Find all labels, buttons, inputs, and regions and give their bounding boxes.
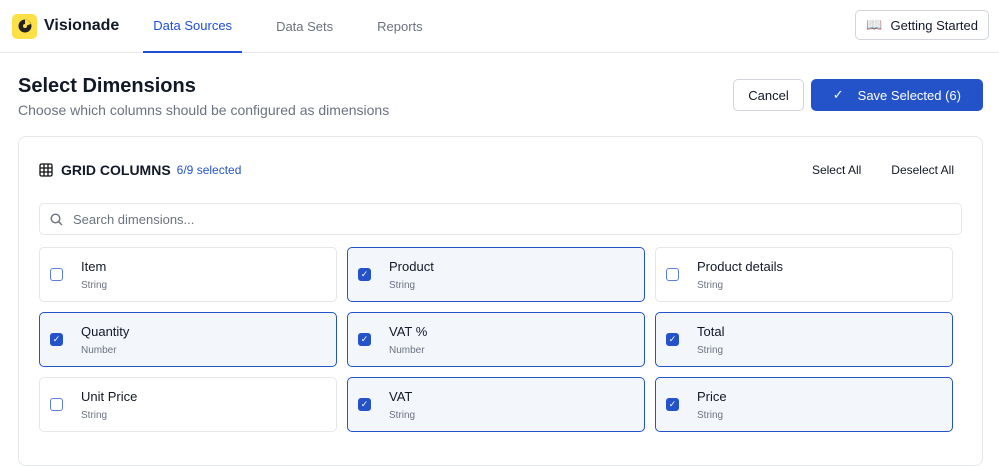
checkbox[interactable]: ✓ (358, 398, 371, 411)
panel-title: GRID COLUMNS (61, 162, 171, 178)
column-name: VAT % (389, 323, 428, 339)
search-input[interactable]: Search dimensions... (39, 203, 962, 235)
checkbox[interactable]: ✓ (50, 333, 63, 346)
column-name: Unit Price (81, 388, 138, 404)
select-all-button[interactable]: Select All (811, 163, 862, 177)
checkbox[interactable] (50, 398, 63, 411)
column-card[interactable]: ✓ Total String (655, 312, 953, 367)
column-type: String (697, 279, 724, 291)
search-placeholder: Search dimensions... (73, 211, 195, 227)
save-selected-button[interactable]: ✓ Save Selected (6) (810, 79, 983, 111)
selected-count: 6/9 selected (176, 163, 242, 177)
column-name: Item (81, 258, 107, 274)
column-card[interactable]: Product details String (655, 247, 953, 302)
column-name: Price (697, 388, 727, 404)
column-name: Total (697, 323, 725, 339)
tab-data-sets[interactable]: Data Sets (276, 18, 334, 34)
cancel-button[interactable]: Cancel (733, 79, 804, 111)
checkbox[interactable]: ✓ (666, 333, 679, 346)
logo-icon (12, 13, 37, 39)
search-icon (50, 212, 63, 225)
column-type: String (389, 409, 416, 421)
column-card[interactable]: Item String (39, 247, 337, 302)
table-icon (39, 163, 53, 177)
column-type: String (697, 409, 724, 421)
column-name: Product (389, 258, 434, 274)
column-type: Number (389, 344, 425, 356)
checkbox[interactable] (666, 268, 679, 281)
save-label: Save Selected (6) (857, 87, 961, 103)
checkbox[interactable]: ✓ (666, 398, 679, 411)
checkbox[interactable] (50, 268, 63, 281)
grid-columns-panel: GRID COLUMNS 6/9 selected Select All Dese… (18, 136, 983, 466)
getting-started-button[interactable]: 📖 Getting Started (855, 10, 989, 40)
column-card[interactable]: ✓ Product String (347, 247, 645, 302)
column-type: String (389, 279, 416, 291)
column-type: String (81, 409, 108, 421)
page-subtitle: Choose which columns should be configure… (18, 102, 390, 118)
column-card[interactable]: Unit Price String (39, 377, 337, 432)
tab-reports[interactable]: Reports (377, 18, 423, 34)
column-card[interactable]: ✓ Price String (655, 377, 953, 432)
column-name: Quantity (81, 323, 130, 339)
column-card[interactable]: ✓ VAT % Number (347, 312, 645, 367)
column-type: Number (81, 344, 117, 356)
check-icon: ✓ (832, 87, 844, 102)
getting-started-label: Getting Started (890, 17, 978, 33)
book-icon: 📖 (866, 17, 883, 32)
checkbox[interactable]: ✓ (358, 268, 371, 281)
brand-name: Visionade (44, 17, 120, 34)
deselect-all-button[interactable]: Deselect All (891, 163, 954, 177)
checkbox[interactable]: ✓ (358, 333, 371, 346)
column-type: String (81, 279, 108, 291)
column-type: String (697, 344, 724, 356)
column-name: Product details (697, 258, 783, 274)
column-card[interactable]: ✓ Quantity Number (39, 312, 337, 367)
tab-data-sources[interactable]: Data Sources (143, 0, 243, 53)
column-name: VAT (389, 388, 413, 404)
column-card[interactable]: ✓ VAT String (347, 377, 645, 432)
top-nav: Visionade Data Sources Data Sets Reports… (0, 0, 999, 53)
page-title: Select Dimensions (18, 75, 196, 97)
